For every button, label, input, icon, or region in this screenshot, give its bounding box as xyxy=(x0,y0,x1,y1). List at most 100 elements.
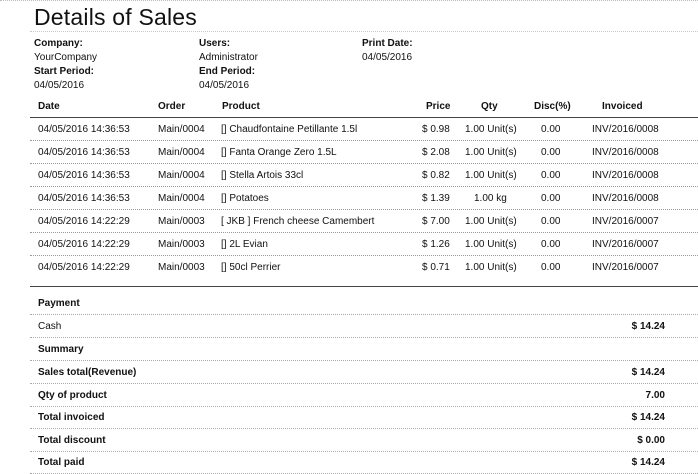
meta-company: Company: YourCompany Start Period: 04/05… xyxy=(34,37,97,93)
end-period-label: End Period: xyxy=(199,66,256,77)
col-product: Product xyxy=(222,101,260,112)
col-date: Date xyxy=(38,101,60,112)
cell-qty: 1.00 kg xyxy=(474,193,507,204)
table-row: 04/05/2016 14:22:29 Main/0003 [ JKB ] Fr… xyxy=(0,210,698,233)
summary-row: Total invoiced $ 14.24 xyxy=(0,406,698,429)
title-divider xyxy=(30,31,698,32)
col-order: Order xyxy=(158,101,186,112)
payment-row: Cash $ 14.24 xyxy=(0,315,698,338)
table-row: 04/05/2016 14:22:29 Main/0003 [] 2L Evia… xyxy=(0,233,698,256)
table-row: 04/05/2016 14:36:53 Main/0004 [] Stella … xyxy=(0,164,698,187)
cell-invoiced: INV/2016/0008 xyxy=(592,193,659,204)
users-label: Users: xyxy=(199,38,231,49)
cell-date: 04/05/2016 14:36:53 xyxy=(38,170,130,181)
print-date-value: 04/05/2016 xyxy=(362,52,413,63)
cell-invoiced: INV/2016/0008 xyxy=(592,147,659,158)
row-divider xyxy=(30,232,698,233)
company-label: Company: xyxy=(34,38,83,49)
summary-value: $ 14.24 xyxy=(631,457,665,468)
table-row: 04/05/2016 14:36:53 Main/0004 [] Chaudfo… xyxy=(0,118,698,141)
row-divider xyxy=(30,360,698,361)
table-row: 04/05/2016 14:36:53 Main/0004 [] Fanta O… xyxy=(0,141,698,164)
col-price: Price xyxy=(426,101,451,112)
cell-disc: 0.00 xyxy=(541,124,561,135)
cell-disc: 0.00 xyxy=(541,262,561,273)
cell-price: $ 1.26 xyxy=(422,239,450,250)
cell-qty: 1.00 Unit(s) xyxy=(465,170,517,181)
summary-label: Total invoiced xyxy=(38,412,105,423)
summary-heading: Summary xyxy=(38,344,84,355)
cell-product: [] Chaudfontaine Petillante 1.5l xyxy=(221,124,358,135)
meta-print-date: Print Date: 04/05/2016 xyxy=(362,37,413,65)
cell-order: Main/0004 xyxy=(158,147,205,158)
summary-value: $ 14.24 xyxy=(631,367,665,378)
cell-disc: 0.00 xyxy=(541,170,561,181)
row-divider xyxy=(30,163,698,164)
cell-order: Main/0004 xyxy=(158,124,205,135)
print-date-label: Print Date: xyxy=(362,38,413,49)
end-period-value: 04/05/2016 xyxy=(199,80,250,91)
cell-product: [ JKB ] French cheese Camembert xyxy=(221,216,375,227)
payment-heading: Payment xyxy=(38,298,80,309)
cell-price: $ 1.39 xyxy=(422,193,450,204)
cell-product: [] Stella Artois 33cl xyxy=(221,170,304,181)
payment-amount: $ 14.24 xyxy=(631,321,665,332)
cell-date: 04/05/2016 14:36:53 xyxy=(38,124,130,135)
row-divider xyxy=(30,209,698,210)
row-divider xyxy=(30,186,698,187)
cell-price: $ 2.08 xyxy=(422,147,450,158)
cell-price: $ 0.71 xyxy=(422,262,450,273)
summary-label: Total discount xyxy=(38,435,106,446)
cell-invoiced: INV/2016/0008 xyxy=(592,170,659,181)
cell-qty: 1.00 Unit(s) xyxy=(465,147,517,158)
cell-invoiced: INV/2016/0008 xyxy=(592,124,659,135)
summary-value: $ 14.24 xyxy=(631,412,665,423)
cell-disc: 0.00 xyxy=(541,239,561,250)
summary-row: Total discount $ 0.00 xyxy=(0,429,698,452)
row-divider xyxy=(30,406,698,407)
payment-heading-row: Payment xyxy=(0,292,698,315)
cell-order: Main/0003 xyxy=(158,239,205,250)
cell-price: $ 0.82 xyxy=(422,170,450,181)
cell-disc: 0.00 xyxy=(541,147,561,158)
table-row: 04/05/2016 14:36:53 Main/0004 [] Potatoe… xyxy=(0,187,698,210)
cell-invoiced: INV/2016/0007 xyxy=(592,239,659,250)
users-value: Administrator xyxy=(199,52,258,63)
table-header: Date Order Product Price Qty Disc(%) Inv… xyxy=(0,98,698,116)
row-divider xyxy=(30,383,698,384)
cell-product: [] Fanta Orange Zero 1.5L xyxy=(221,147,337,158)
start-period-label: Start Period: xyxy=(34,66,95,77)
top-border xyxy=(0,0,698,3)
cell-qty: 1.00 Unit(s) xyxy=(465,216,517,227)
summary-label: Total paid xyxy=(38,457,85,468)
col-disc: Disc(%) xyxy=(534,101,571,112)
summary-value: $ 0.00 xyxy=(637,435,665,446)
cell-price: $ 0.98 xyxy=(422,124,450,135)
start-period-value: 04/05/2016 xyxy=(34,80,85,91)
header-divider xyxy=(30,117,698,118)
row-divider xyxy=(30,428,698,429)
cell-date: 04/05/2016 14:22:29 xyxy=(38,239,130,250)
cell-disc: 0.00 xyxy=(541,193,561,204)
cell-product: [] 2L Evian xyxy=(221,239,268,250)
table-row: 04/05/2016 14:22:29 Main/0003 [] 50cl Pe… xyxy=(0,256,698,279)
row-divider xyxy=(30,314,698,315)
cell-product: [] 50cl Perrier xyxy=(221,262,281,273)
cell-date: 04/05/2016 14:36:53 xyxy=(38,193,130,204)
cell-order: Main/0004 xyxy=(158,193,205,204)
summary-row: Qty of product 7.00 xyxy=(0,384,698,407)
row-divider xyxy=(30,255,698,256)
cell-qty: 1.00 Unit(s) xyxy=(465,262,517,273)
cell-order: Main/0004 xyxy=(158,170,205,181)
summary-value: 7.00 xyxy=(645,390,665,401)
row-divider xyxy=(30,140,698,141)
cell-price: $ 7.00 xyxy=(422,216,450,227)
col-invoiced: Invoiced xyxy=(602,101,643,112)
cell-invoiced: INV/2016/0007 xyxy=(592,216,659,227)
cell-qty: 1.00 Unit(s) xyxy=(465,239,517,250)
summary-row: Sales total(Revenue) $ 14.24 xyxy=(0,361,698,384)
col-qty: Qty xyxy=(481,101,498,112)
meta-users: Users: Administrator End Period: 04/05/2… xyxy=(199,37,258,93)
cell-disc: 0.00 xyxy=(541,216,561,227)
